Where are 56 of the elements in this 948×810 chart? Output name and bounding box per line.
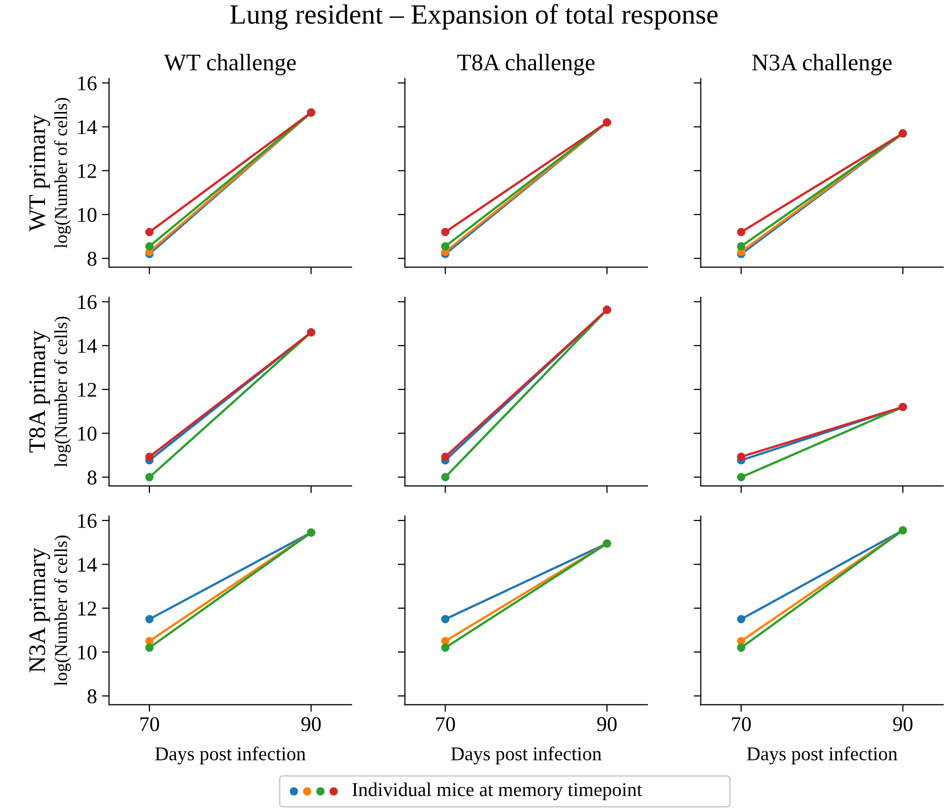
x-tick-label: 90 [301, 717, 321, 732]
point [441, 228, 450, 236]
y-tick-label: 8 [88, 689, 96, 704]
text: Individual mice at memory timepoint [352, 782, 642, 800]
chart-title: N3A challenge [752, 54, 892, 76]
point [145, 615, 154, 624]
point [737, 472, 746, 482]
y-axis-title: log(Number of cells) [54, 98, 71, 248]
chart-title: WT challenge [164, 54, 296, 76]
point [441, 452, 450, 461]
point [145, 636, 154, 646]
y-tick-label: 12 [78, 382, 96, 397]
point [441, 242, 450, 250]
point [441, 472, 450, 482]
x-tick-label: 90 [597, 717, 617, 732]
y-tick-label: 16 [78, 295, 97, 310]
x-tick-label: 70 [436, 717, 455, 732]
y-tick-label: 10 [78, 426, 96, 441]
text: WT primary [29, 114, 50, 232]
point [737, 452, 746, 461]
x-tick-label: 70 [732, 717, 751, 732]
y-tick-label: 10 [78, 208, 96, 222]
point [737, 615, 746, 624]
y-tick-label: 14 [78, 339, 97, 353]
point [441, 644, 450, 652]
point [441, 615, 450, 624]
point [737, 228, 746, 236]
point [737, 242, 746, 250]
point [441, 636, 450, 646]
y-tick-label: 14 [78, 558, 97, 572]
point [145, 228, 154, 236]
y-tick-label: 12 [78, 602, 96, 616]
x-tick-label: 70 [140, 717, 160, 732]
point [145, 452, 154, 461]
y-axis-title: log(Number of cells) [54, 316, 71, 467]
x-tick-label: 90 [893, 717, 912, 732]
y-tick-label: 16 [78, 514, 97, 528]
y-tick-label: 8 [88, 470, 96, 485]
y-axis-title: log(Number of cells) [54, 535, 71, 686]
y-tick-label: 14 [78, 120, 97, 134]
text: N3A primary [29, 548, 50, 672]
point [145, 472, 154, 482]
point [737, 636, 746, 646]
x-axis-title: Days post infection [155, 746, 306, 764]
x-axis-title: Days post infection [746, 746, 898, 764]
point [145, 242, 154, 250]
chart-title: T8A challenge [457, 54, 594, 76]
y-tick-label: 10 [78, 645, 96, 660]
y-tick-label: 12 [78, 164, 96, 178]
y-tick-label: 16 [78, 76, 97, 90]
x-axis-title: Days post infection [451, 746, 602, 764]
point [737, 644, 746, 652]
point [145, 644, 154, 652]
y-tick-label: 8 [88, 252, 96, 266]
text: Lung resident – Expansion of total response [230, 4, 718, 30]
text: T8A primary [29, 330, 50, 453]
